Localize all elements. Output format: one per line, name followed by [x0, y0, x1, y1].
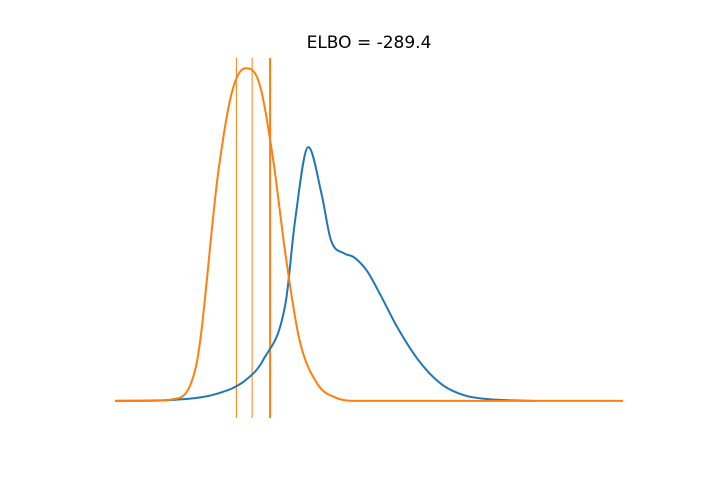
series-line-1: [114, 146, 534, 402]
series-group: [114, 67, 623, 402]
vertical-lines: [235, 58, 272, 418]
chart-title: ELBO = -289.4: [307, 33, 432, 53]
series-line-2: [115, 67, 623, 402]
